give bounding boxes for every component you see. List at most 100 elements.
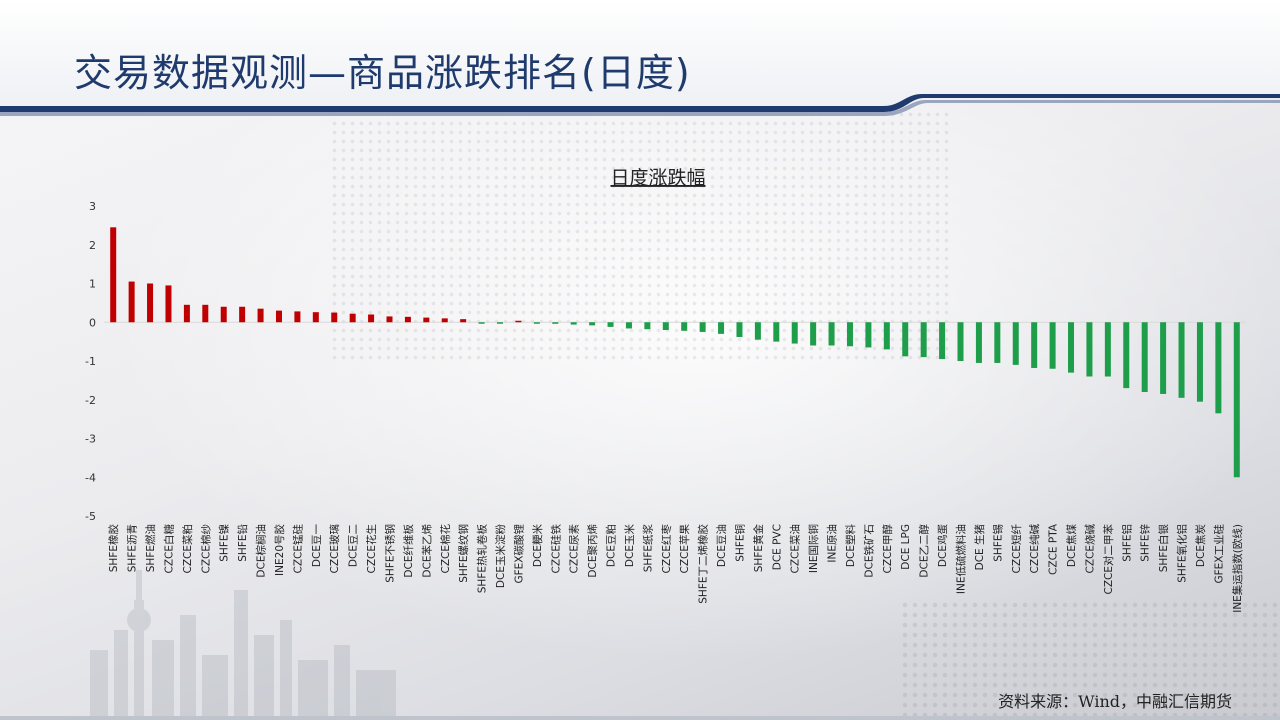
bar <box>828 322 835 346</box>
bar <box>441 318 448 323</box>
bar <box>275 310 282 323</box>
x-tick-label: SHFE燃油 <box>144 524 157 572</box>
x-tick-label: DCE铁矿石 <box>862 524 875 578</box>
x-tick-label: DCE苯乙烯 <box>420 524 433 578</box>
x-tick-label: DCE 生猪 <box>973 524 986 571</box>
bar <box>1086 322 1093 377</box>
x-tick-label: SHFE氧化铝 <box>1176 524 1189 583</box>
bar <box>1123 322 1130 389</box>
x-tick-label: SHFE锌 <box>1139 524 1152 562</box>
bar <box>183 304 190 323</box>
bar <box>957 322 964 361</box>
title-band <box>0 0 1280 116</box>
bar <box>810 322 817 346</box>
bar <box>773 322 780 342</box>
x-tick-label: GFEX碳酸锂 <box>512 524 525 584</box>
bar <box>404 316 411 323</box>
bar <box>349 313 356 323</box>
bar <box>110 227 117 323</box>
x-tick-label: DCE豆一 <box>311 524 323 568</box>
x-tick-label: SHFE锡 <box>991 524 1004 562</box>
x-tick-label: SHFE铜 <box>734 524 746 562</box>
bar <box>607 322 614 327</box>
bar <box>754 322 761 340</box>
city-skyline-watermark <box>90 570 396 720</box>
chart-title: 日度涨跌幅 <box>610 167 705 189</box>
x-tick-label: DCE纤维板 <box>402 524 415 578</box>
bar <box>589 322 596 326</box>
x-tick-label: INE低硫燃料油 <box>955 524 968 594</box>
y-tick-label: -5 <box>85 510 96 523</box>
x-tick-label: DCE焦炭 <box>1194 524 1207 568</box>
bar <box>699 322 706 332</box>
bar <box>478 322 485 324</box>
bar <box>791 322 798 344</box>
bar <box>220 306 227 323</box>
x-tick-label: SHFE白银 <box>1157 524 1170 573</box>
page-title: 交易数据观测—商品涨跌排名(日度) <box>74 51 691 95</box>
bottom-rule <box>0 716 1280 720</box>
bar <box>939 322 946 360</box>
bar <box>883 322 890 350</box>
x-tick-label: CZCE纯碱 <box>1028 524 1041 574</box>
x-tick-label: SHFE黄金 <box>752 524 765 573</box>
x-tick-label: CZCE尿素 <box>568 524 581 574</box>
x-tick-label: CZCE棉花 <box>439 524 452 574</box>
y-tick-label: -4 <box>85 471 96 484</box>
x-tick-label: DCE玉米 <box>623 524 636 568</box>
x-tick-label: CZCE红枣 <box>660 524 673 574</box>
x-tick-label: CZCE菜粕 <box>181 524 194 574</box>
x-tick-label: INE集运指数(欧线) <box>1231 524 1244 613</box>
bar <box>497 322 504 324</box>
x-tick-label: CZCE硅铁 <box>549 524 562 574</box>
x-tick-label: DCE豆二 <box>348 524 360 567</box>
x-tick-label: DCE鸡蛋 <box>936 524 949 568</box>
x-tick-label: DCE LPG <box>900 524 912 570</box>
bar <box>570 322 577 325</box>
bar <box>515 320 522 323</box>
bar <box>644 322 651 330</box>
source-note: 资料来源：Wind，中融汇信期货 <box>998 692 1232 711</box>
x-tick-label: INE20号胶 <box>273 524 286 576</box>
x-tick-label: SHFE不锈钢 <box>384 524 397 583</box>
y-axis: 3 2 1 0 -1 -2 -3 -4 -5 <box>85 200 96 523</box>
x-tick-label: SHFE铅 <box>236 524 249 562</box>
bar <box>865 322 872 348</box>
dot-pattern <box>900 600 1280 720</box>
bar <box>312 312 319 323</box>
bar <box>257 308 264 323</box>
x-tick-label: DCE PVC <box>771 524 783 570</box>
y-tick-label: 3 <box>89 200 96 213</box>
bar <box>1104 322 1111 377</box>
y-tick-label: 1 <box>89 278 96 291</box>
y-tick-label: 0 <box>89 316 96 329</box>
x-tick-label: CZCE甲醇 <box>881 524 894 574</box>
bar <box>1178 322 1185 398</box>
x-tick-label: CZCE花生 <box>365 524 378 574</box>
bar <box>1215 322 1222 414</box>
bars <box>110 227 1240 478</box>
bar <box>1068 322 1075 373</box>
x-tick-label: DCE豆粕 <box>605 524 618 567</box>
x-tick-label: DCE塑料 <box>844 524 857 568</box>
x-tick-label: CZCE PTA <box>1048 523 1060 575</box>
bar <box>902 322 909 357</box>
bar <box>368 314 375 323</box>
world-map-pattern <box>330 110 950 360</box>
x-tick-label: DCE粳米 <box>531 524 544 568</box>
x-tick-label: GFEX工业硅 <box>1212 524 1225 584</box>
bar <box>147 283 154 323</box>
x-tick-label: CZCE棉纱 <box>199 524 212 574</box>
bar <box>165 285 172 323</box>
x-tick-label: CZCE对二甲苯 <box>1102 524 1115 595</box>
bar <box>1160 322 1167 394</box>
x-tick-label: DCE焦煤 <box>1065 524 1078 568</box>
bar <box>1196 322 1203 402</box>
x-tick-label: CZCE菜油 <box>789 524 802 574</box>
x-axis-labels: SHFE橡胶 SHFE沥青 SHFE燃油 CZCE白糖 CZCE菜粕 CZCE棉纱 SHFE… <box>107 523 1244 613</box>
x-tick-label: SHFE热轧卷板 <box>476 524 489 594</box>
x-tick-label: CZCE白糖 <box>162 524 175 574</box>
y-tick-label: 2 <box>89 239 96 252</box>
bar <box>552 322 559 324</box>
